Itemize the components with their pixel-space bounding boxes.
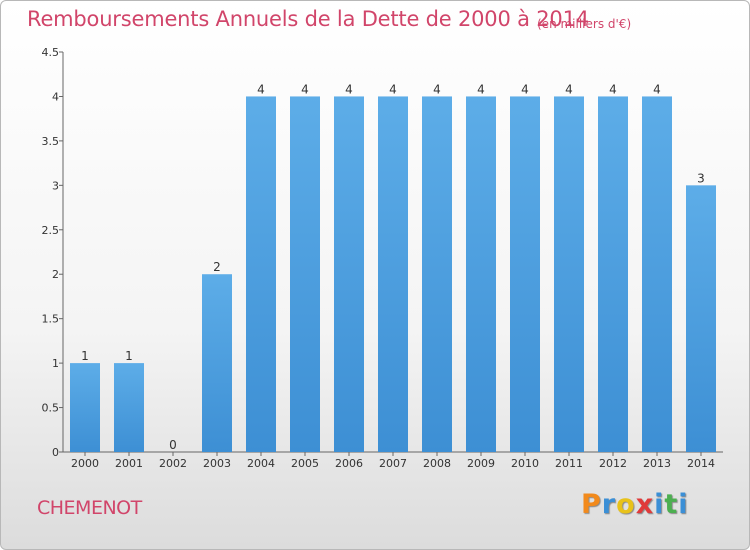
bar-2009 <box>466 96 496 452</box>
bar-2007 <box>378 96 408 452</box>
value-label-2003: 2 <box>213 260 221 274</box>
bar-2004 <box>246 96 276 452</box>
y-tick-label: 1.5 <box>42 313 60 326</box>
y-tick-label: 3 <box>52 179 59 192</box>
bar-2012 <box>598 96 628 452</box>
chart-title: Remboursements Annuels de la Dette de 20… <box>27 7 589 31</box>
value-label-2002: 0 <box>169 438 177 452</box>
x-tick-label: 2000 <box>71 457 99 470</box>
logo-letter: i <box>654 489 665 520</box>
bar-2011 <box>554 96 584 452</box>
commune-name: CHEMENOT <box>37 497 142 519</box>
y-tick-label: 0 <box>52 446 59 459</box>
bar-2000 <box>70 363 100 452</box>
bar-2014 <box>686 185 716 453</box>
x-tick-label: 2007 <box>379 457 407 470</box>
bar-2006 <box>334 96 364 452</box>
bar-2008 <box>422 96 452 452</box>
x-tick-label: 2010 <box>511 457 539 470</box>
value-label-2010: 4 <box>521 82 529 96</box>
bar-2001 <box>114 363 144 452</box>
value-label-2000: 1 <box>81 349 89 363</box>
proxiti-logo[interactable]: Proxiti <box>581 489 689 520</box>
y-tick-label: 4.5 <box>42 46 60 59</box>
logo-letter: t <box>664 489 679 520</box>
x-tick-label: 2005 <box>291 457 319 470</box>
value-label-2005: 4 <box>301 82 309 96</box>
y-tick-label: 1 <box>52 357 59 370</box>
x-tick-label: 2006 <box>335 457 363 470</box>
value-label-2011: 4 <box>565 82 573 96</box>
value-label-2013: 4 <box>653 82 661 96</box>
x-tick-label: 2002 <box>159 457 187 470</box>
y-tick-label: 3.5 <box>42 135 60 148</box>
logo-letter: i <box>678 489 689 520</box>
x-tick-label: 2003 <box>203 457 231 470</box>
x-tick-label: 2008 <box>423 457 451 470</box>
value-label-2001: 1 <box>125 349 133 363</box>
y-tick-label: 2 <box>52 268 59 281</box>
chart-subtitle: (en milliers d'€) <box>537 17 632 31</box>
logo-letter: x <box>635 489 655 520</box>
y-tick-label: 0.5 <box>42 402 60 415</box>
x-tick-label: 2011 <box>555 457 583 470</box>
value-label-2014: 3 <box>697 171 705 185</box>
value-label-2012: 4 <box>609 82 617 96</box>
x-tick-label: 2012 <box>599 457 627 470</box>
bar-2013 <box>642 96 672 452</box>
value-label-2009: 4 <box>477 82 485 96</box>
value-label-2008: 4 <box>433 82 441 96</box>
x-tick-label: 2013 <box>643 457 671 470</box>
logo-letter: P <box>581 489 602 520</box>
logo-letter: r <box>601 489 617 520</box>
bar-2010 <box>510 96 540 452</box>
x-tick-label: 2009 <box>467 457 495 470</box>
y-tick-label: 2.5 <box>42 224 60 237</box>
x-tick-label: 2004 <box>247 457 275 470</box>
value-label-2006: 4 <box>345 82 353 96</box>
value-label-2004: 4 <box>257 82 265 96</box>
x-tick-label: 2014 <box>687 457 715 470</box>
logo-letter: o <box>616 489 636 520</box>
bar-2003 <box>202 274 232 452</box>
x-tick-label: 2001 <box>115 457 143 470</box>
value-label-2007: 4 <box>389 82 397 96</box>
y-tick-label: 4 <box>52 90 59 103</box>
bar-2005 <box>290 96 320 452</box>
